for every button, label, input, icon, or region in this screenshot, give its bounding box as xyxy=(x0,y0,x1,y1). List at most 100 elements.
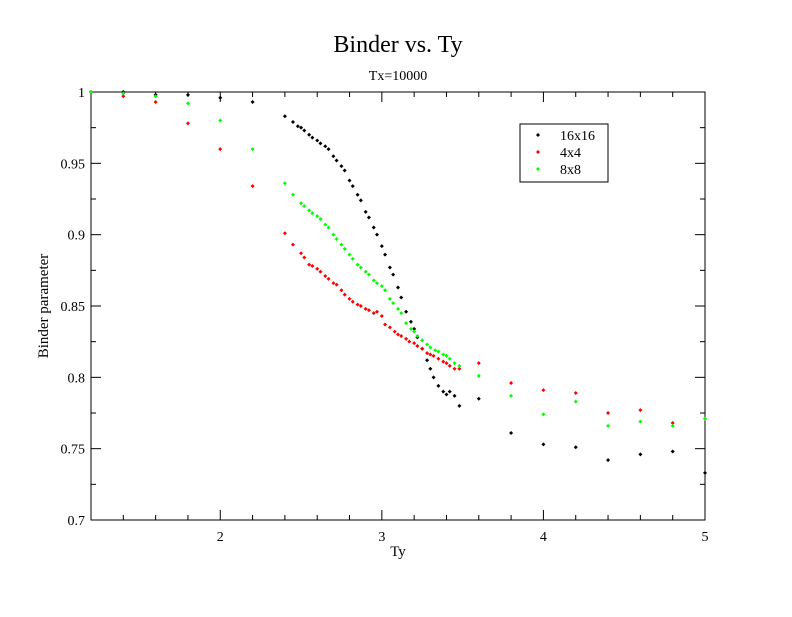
data-point xyxy=(371,278,376,283)
data-point xyxy=(318,141,323,146)
data-point xyxy=(420,346,425,351)
data-point xyxy=(323,222,328,227)
data-point xyxy=(509,393,514,398)
data-point xyxy=(404,321,409,326)
data-point xyxy=(392,329,397,334)
data-point xyxy=(250,99,255,104)
data-point xyxy=(457,363,462,368)
data-point xyxy=(399,311,404,316)
data-point xyxy=(436,356,441,361)
series-16x16 xyxy=(89,90,707,475)
data-point xyxy=(350,184,355,189)
data-point xyxy=(290,119,295,124)
data-point xyxy=(374,309,379,314)
data-point xyxy=(339,242,344,247)
data-point xyxy=(318,216,323,221)
y-tick-label: 0.8 xyxy=(68,371,86,386)
data-point xyxy=(374,281,379,286)
data-point xyxy=(347,296,352,301)
x-tick-label: 2 xyxy=(217,530,224,545)
data-point xyxy=(573,391,578,396)
data-point xyxy=(670,449,675,454)
data-point xyxy=(290,192,295,197)
data-point xyxy=(573,399,578,404)
data-point xyxy=(436,383,441,388)
data-point xyxy=(379,313,384,318)
data-point xyxy=(428,366,433,371)
data-point xyxy=(342,168,347,173)
data-point xyxy=(347,252,352,257)
data-point xyxy=(334,282,339,287)
data-point xyxy=(415,343,420,348)
data-point xyxy=(339,288,344,293)
data-point xyxy=(412,341,417,346)
data-point xyxy=(282,181,287,186)
data-point xyxy=(326,225,331,230)
data-point xyxy=(425,351,430,356)
data-point xyxy=(302,128,307,133)
legend-label: 16x16 xyxy=(560,129,595,144)
data-point xyxy=(425,358,430,363)
data-point xyxy=(250,184,255,189)
y-tick-label: 0.75 xyxy=(61,443,86,458)
series-8x8 xyxy=(89,90,707,428)
data-point xyxy=(374,232,379,237)
data-point xyxy=(218,118,223,123)
data-point xyxy=(670,423,675,428)
data-point xyxy=(509,430,514,435)
legend-marker xyxy=(536,133,540,137)
data-point xyxy=(326,276,331,281)
data-point xyxy=(307,262,312,267)
data-point xyxy=(391,272,396,277)
data-point xyxy=(638,452,643,457)
data-point xyxy=(404,309,409,314)
data-point xyxy=(282,114,287,119)
data-point xyxy=(441,352,446,357)
data-point xyxy=(366,215,371,220)
data-point xyxy=(396,306,400,311)
data-point xyxy=(476,396,481,401)
data-point xyxy=(444,392,449,397)
data-point xyxy=(121,91,126,96)
x-tick-label: 3 xyxy=(378,530,385,545)
data-point xyxy=(185,121,190,126)
data-point xyxy=(355,302,360,307)
data-point xyxy=(358,304,363,308)
data-point xyxy=(452,393,457,398)
data-point xyxy=(383,288,388,293)
data-point xyxy=(447,389,452,394)
data-point xyxy=(703,470,707,475)
data-point xyxy=(425,342,430,347)
data-point xyxy=(331,154,336,159)
data-point xyxy=(295,124,300,129)
legend: 16x16 4x4 8x8 xyxy=(519,123,609,183)
data-point xyxy=(153,94,158,99)
legend-marker xyxy=(536,167,540,171)
data-point xyxy=(371,225,376,230)
data-point xyxy=(318,269,323,274)
data-point xyxy=(310,211,315,216)
data-point xyxy=(334,236,339,241)
x-tick-label: 5 xyxy=(702,530,709,545)
data-point xyxy=(355,192,360,197)
data-point xyxy=(541,412,546,417)
data-point xyxy=(428,352,433,357)
data-point xyxy=(387,296,392,301)
data-point xyxy=(476,361,481,366)
data-point xyxy=(121,94,126,99)
data-point xyxy=(250,147,255,152)
data-point xyxy=(323,274,328,279)
data-point xyxy=(339,164,344,169)
data-point xyxy=(307,208,312,213)
data-point xyxy=(218,95,223,100)
data-point xyxy=(399,295,404,300)
legend-label: 8x8 xyxy=(560,163,581,178)
data-point xyxy=(452,361,457,366)
data-point xyxy=(399,333,404,338)
data-point xyxy=(383,252,388,257)
data-point xyxy=(307,132,312,137)
data-point xyxy=(347,178,352,183)
data-point xyxy=(302,204,307,209)
y-tick-label: 0.7 xyxy=(68,514,86,529)
